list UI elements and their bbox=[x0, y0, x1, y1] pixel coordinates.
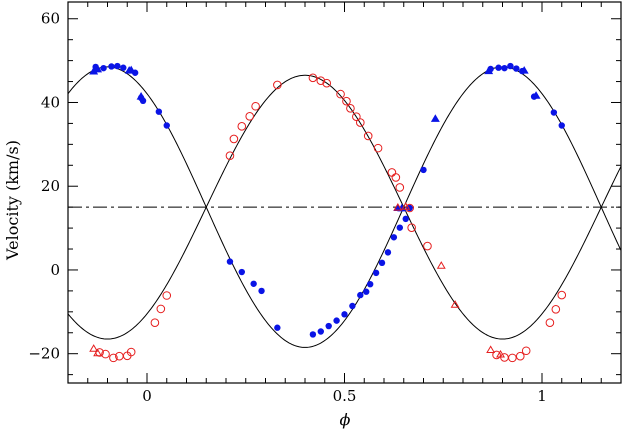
data-point-open-circle bbox=[352, 112, 361, 122]
data-point-open-circle bbox=[373, 143, 383, 153]
data-point-filled-circle bbox=[333, 317, 340, 324]
data-point-open-circle bbox=[423, 241, 432, 251]
x-tick-label: 0 bbox=[142, 387, 152, 405]
data-point-filled-circle bbox=[390, 234, 398, 241]
data-point-filled-circle bbox=[163, 122, 170, 129]
y-tick-label: 40 bbox=[41, 93, 60, 111]
data-point-open-triangle bbox=[89, 344, 99, 352]
y-tick-label: 20 bbox=[41, 177, 60, 195]
plot-frame bbox=[67, 1, 622, 384]
data-point-filled-circle bbox=[513, 65, 520, 72]
data-point-open-circle bbox=[515, 351, 525, 361]
data-point-open-circle bbox=[557, 290, 567, 300]
data-point-open-circle bbox=[407, 223, 416, 232]
data-point-filled-circle bbox=[238, 268, 245, 276]
data-point-filled-circle bbox=[100, 64, 107, 72]
y-tick-label: 60 bbox=[41, 10, 60, 28]
model-curve-1 bbox=[68, 74, 621, 340]
data-point-open-circle bbox=[273, 80, 282, 90]
data-point-filled-triangle bbox=[136, 92, 146, 100]
data-point-open-circle bbox=[229, 134, 239, 144]
data-point-filled-triangle bbox=[430, 114, 440, 122]
data-point-filled-circle bbox=[250, 280, 257, 287]
x-tick-label: 1 bbox=[537, 387, 547, 405]
data-point-open-circle bbox=[251, 101, 260, 111]
data-point-open-triangle bbox=[401, 202, 411, 210]
data-point-open-circle bbox=[150, 318, 160, 328]
data-point-filled-circle bbox=[226, 258, 234, 265]
data-point-filled-circle bbox=[120, 64, 127, 71]
data-point-open-circle bbox=[101, 349, 110, 359]
data-point-filled-triangle bbox=[484, 66, 494, 75]
data-point-open-circle bbox=[322, 78, 332, 88]
data-point-filled-circle bbox=[155, 108, 163, 115]
data-point-open-circle bbox=[492, 350, 501, 360]
data-point-open-circle bbox=[109, 353, 118, 363]
data-point-filled-circle bbox=[108, 63, 115, 70]
data-point-filled-circle bbox=[372, 269, 380, 277]
data-point-open-circle bbox=[356, 118, 365, 127]
y-axis-title: Velocity (km/s) bbox=[3, 140, 22, 261]
data-point-filled-circle bbox=[309, 331, 317, 338]
data-point-open-circle bbox=[342, 96, 351, 106]
data-point-filled-circle bbox=[317, 328, 324, 335]
data-point-filled-circle bbox=[550, 109, 558, 116]
data-point-open-circle bbox=[225, 151, 235, 160]
data-point-filled-circle bbox=[325, 322, 332, 330]
data-point-open-triangle bbox=[450, 300, 460, 308]
data-point-open-circle bbox=[395, 183, 405, 192]
data-point-filled-triangle bbox=[519, 66, 529, 74]
data-point-filled-circle bbox=[495, 64, 502, 71]
data-point-open-circle bbox=[521, 346, 531, 356]
data-point-filled-circle bbox=[402, 215, 409, 223]
data-point-filled-circle bbox=[501, 64, 508, 72]
data-point-filled-circle bbox=[349, 302, 356, 310]
data-point-open-triangle bbox=[436, 261, 446, 269]
data-point-open-circle bbox=[363, 131, 373, 141]
x-axis-title: ϕ bbox=[340, 410, 351, 429]
axis-ticks: 0 0.5 1 −20 0 20 40 60 bbox=[28, 2, 622, 405]
data-point-open-circle bbox=[156, 304, 166, 314]
data-point-filled-triangle bbox=[126, 65, 136, 74]
data-point-filled-circle bbox=[363, 288, 370, 295]
data-point-open-triangle bbox=[93, 348, 103, 357]
data-point-open-circle bbox=[308, 73, 318, 83]
data-point-open-circle bbox=[245, 112, 254, 121]
data-point-open-triangle bbox=[496, 349, 505, 358]
data-point-filled-circle bbox=[558, 122, 565, 129]
y-tick-label: −20 bbox=[28, 345, 60, 363]
data-point-filled-circle bbox=[366, 280, 374, 288]
data-point-filled-circle bbox=[258, 287, 265, 295]
data-point-open-circle bbox=[237, 122, 247, 131]
data-point-filled-circle bbox=[114, 62, 121, 70]
data-point-open-circle bbox=[405, 203, 414, 213]
x-tick-label: 0.5 bbox=[333, 387, 357, 405]
data-point-open-circle bbox=[508, 353, 517, 363]
data-point-open-triangle bbox=[486, 345, 496, 353]
y-tick-label: 0 bbox=[50, 261, 60, 279]
data-point-open-circle bbox=[387, 168, 397, 177]
data-point-filled-circle bbox=[396, 224, 403, 231]
data-point-open-circle bbox=[162, 291, 172, 300]
data-point-filled-triangle bbox=[93, 64, 103, 73]
data-point-filled-circle bbox=[357, 291, 364, 299]
data-point-open-circle bbox=[126, 347, 136, 357]
data-point-open-circle bbox=[336, 89, 345, 99]
data-point-filled-circle bbox=[341, 311, 348, 318]
data-point-open-circle bbox=[391, 173, 401, 182]
data-point-filled-circle bbox=[420, 166, 427, 174]
data-point-open-circle bbox=[551, 305, 561, 314]
data-point-open-circle bbox=[346, 104, 355, 113]
data-point-filled-circle bbox=[507, 62, 514, 70]
data-point-open-circle bbox=[316, 76, 326, 86]
data-point-filled-circle bbox=[378, 259, 386, 267]
data-point-filled-circle bbox=[384, 249, 392, 256]
data-point-open-triangle bbox=[393, 202, 403, 211]
data-point-filled-circle bbox=[274, 324, 281, 331]
data-point-filled-triangle bbox=[531, 91, 541, 99]
data-point-open-circle bbox=[545, 318, 555, 328]
data-points bbox=[89, 62, 567, 363]
